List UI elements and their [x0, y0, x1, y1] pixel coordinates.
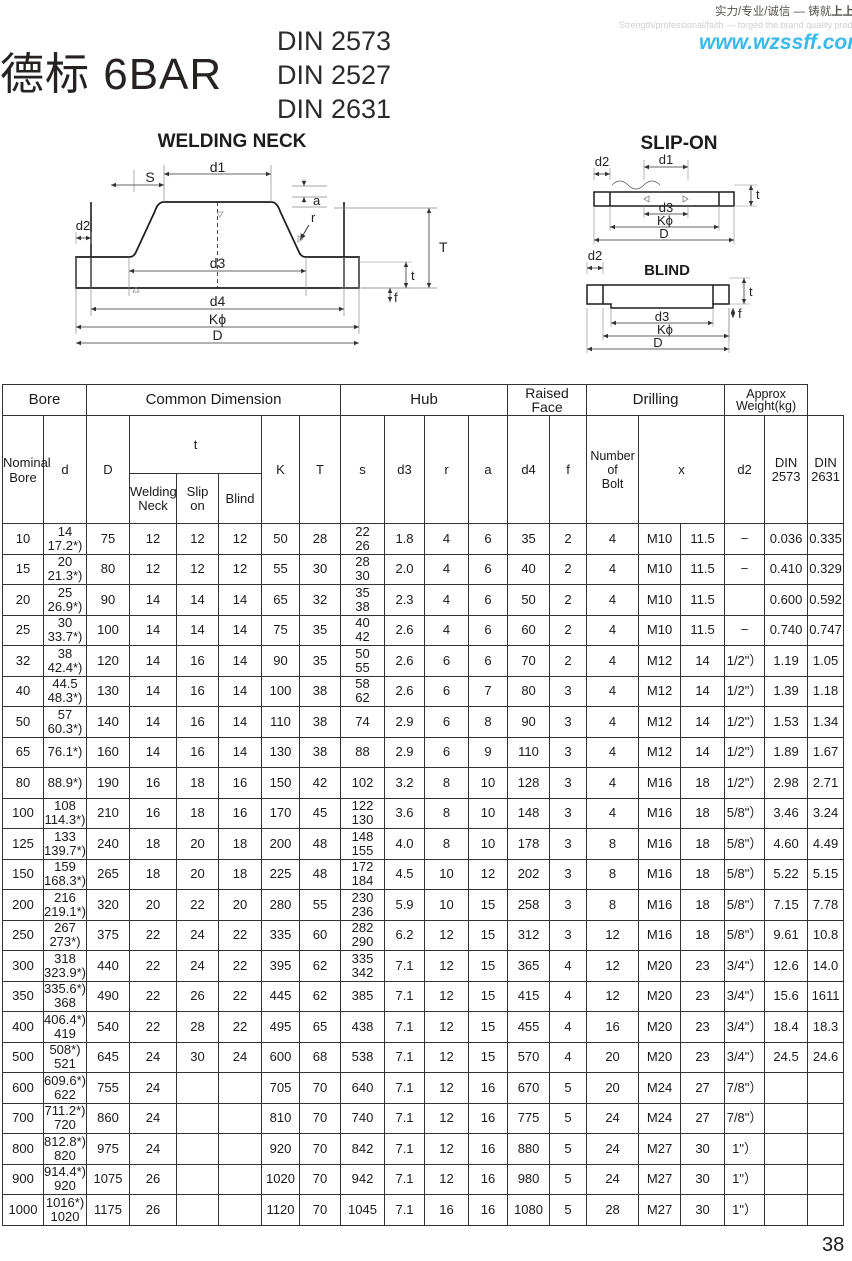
svg-text:f: f	[738, 306, 742, 321]
svg-text:d3: d3	[210, 255, 226, 271]
svg-text:D: D	[659, 226, 668, 241]
svg-text:D: D	[212, 327, 222, 343]
svg-text:a: a	[313, 193, 321, 208]
svg-text:T: T	[439, 239, 448, 255]
svg-text:d4: d4	[210, 293, 226, 309]
svg-text:D: D	[653, 335, 662, 350]
svg-text:d2: d2	[588, 248, 602, 263]
svg-text:d2: d2	[76, 218, 90, 233]
svg-text:t: t	[749, 284, 753, 299]
svg-text:Kϕ: Kϕ	[209, 311, 226, 327]
svg-text:d1: d1	[659, 152, 673, 167]
svg-text:SLIP-ON: SLIP-ON	[640, 133, 717, 154]
svg-text:d1: d1	[210, 159, 226, 175]
svg-text:WELDING NECK: WELDING NECK	[158, 131, 307, 152]
svg-text:f: f	[394, 290, 398, 305]
svg-text:t: t	[756, 187, 760, 202]
svg-text:d2: d2	[595, 154, 609, 169]
svg-text:r: r	[311, 210, 316, 225]
svg-text:S: S	[145, 169, 154, 185]
svg-text:BLIND: BLIND	[644, 262, 690, 279]
svg-text:t: t	[411, 268, 415, 283]
